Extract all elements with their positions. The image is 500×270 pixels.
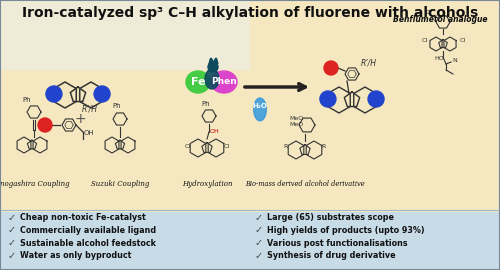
Text: Large (65) substrates scope: Large (65) substrates scope xyxy=(267,214,394,222)
Text: MeO: MeO xyxy=(289,122,303,127)
Text: Ph: Ph xyxy=(22,97,30,103)
Text: HO: HO xyxy=(434,56,444,61)
Text: Cl: Cl xyxy=(426,10,432,15)
Text: OH: OH xyxy=(84,130,94,136)
Text: ✓: ✓ xyxy=(255,251,263,261)
Text: Cheap non-toxic Fe-catalyst: Cheap non-toxic Fe-catalyst xyxy=(20,214,146,222)
Text: Ph: Ph xyxy=(112,103,120,109)
Text: R’/H: R’/H xyxy=(82,104,98,113)
Text: Iron-catalyzed sp³ C–H alkylation of fluorene with alcohols: Iron-catalyzed sp³ C–H alkylation of flu… xyxy=(22,6,478,20)
Circle shape xyxy=(38,118,52,132)
Text: Water as only byproduct: Water as only byproduct xyxy=(20,251,132,260)
Ellipse shape xyxy=(211,71,237,93)
Text: OH: OH xyxy=(210,129,220,134)
Text: Suzuki Coupling: Suzuki Coupling xyxy=(91,180,149,188)
Ellipse shape xyxy=(205,69,219,89)
Polygon shape xyxy=(254,98,266,121)
Text: Synthesis of drug derivative: Synthesis of drug derivative xyxy=(267,251,396,260)
Text: Cl: Cl xyxy=(460,38,466,43)
Circle shape xyxy=(324,61,338,75)
Text: ✓: ✓ xyxy=(8,225,16,235)
Text: Sustainable alcohol feedstock: Sustainable alcohol feedstock xyxy=(20,238,156,248)
Text: Hydroxylation: Hydroxylation xyxy=(182,180,232,188)
Text: Various post functionalisations: Various post functionalisations xyxy=(267,238,408,248)
Text: Commercially available ligand: Commercially available ligand xyxy=(20,226,156,235)
Text: Cl: Cl xyxy=(185,144,191,149)
Text: ✓: ✓ xyxy=(8,213,16,223)
Text: Cl: Cl xyxy=(224,144,230,149)
Text: Phen: Phen xyxy=(211,77,237,86)
Text: Fe: Fe xyxy=(191,77,206,87)
Text: Benflumetol analogue: Benflumetol analogue xyxy=(393,15,487,24)
Text: MeO: MeO xyxy=(289,116,303,121)
Text: H₂O: H₂O xyxy=(252,103,268,109)
Bar xyxy=(0,0,500,212)
Circle shape xyxy=(46,86,62,102)
Text: R: R xyxy=(283,144,287,149)
Text: ✓: ✓ xyxy=(8,238,16,248)
Text: ✓: ✓ xyxy=(8,251,16,261)
Bar xyxy=(0,0,250,70)
Text: N: N xyxy=(452,58,457,63)
Text: R’/H: R’/H xyxy=(361,59,377,68)
Text: Cl: Cl xyxy=(422,38,428,43)
Text: Ph: Ph xyxy=(201,101,209,107)
Text: ✓: ✓ xyxy=(255,238,263,248)
Text: ✓: ✓ xyxy=(255,225,263,235)
Circle shape xyxy=(320,91,336,107)
Text: Sonogashira Coupling: Sonogashira Coupling xyxy=(0,180,70,188)
Circle shape xyxy=(368,91,384,107)
Circle shape xyxy=(94,86,110,102)
Text: +: + xyxy=(74,112,86,126)
Circle shape xyxy=(208,62,218,72)
Ellipse shape xyxy=(186,71,210,93)
Bar xyxy=(0,212,500,270)
Text: High yields of products (upto 93%): High yields of products (upto 93%) xyxy=(267,226,424,235)
Text: ✓: ✓ xyxy=(255,213,263,223)
Text: Bio-mass derived alcohol derivative: Bio-mass derived alcohol derivative xyxy=(245,180,365,188)
Text: R: R xyxy=(321,144,325,149)
